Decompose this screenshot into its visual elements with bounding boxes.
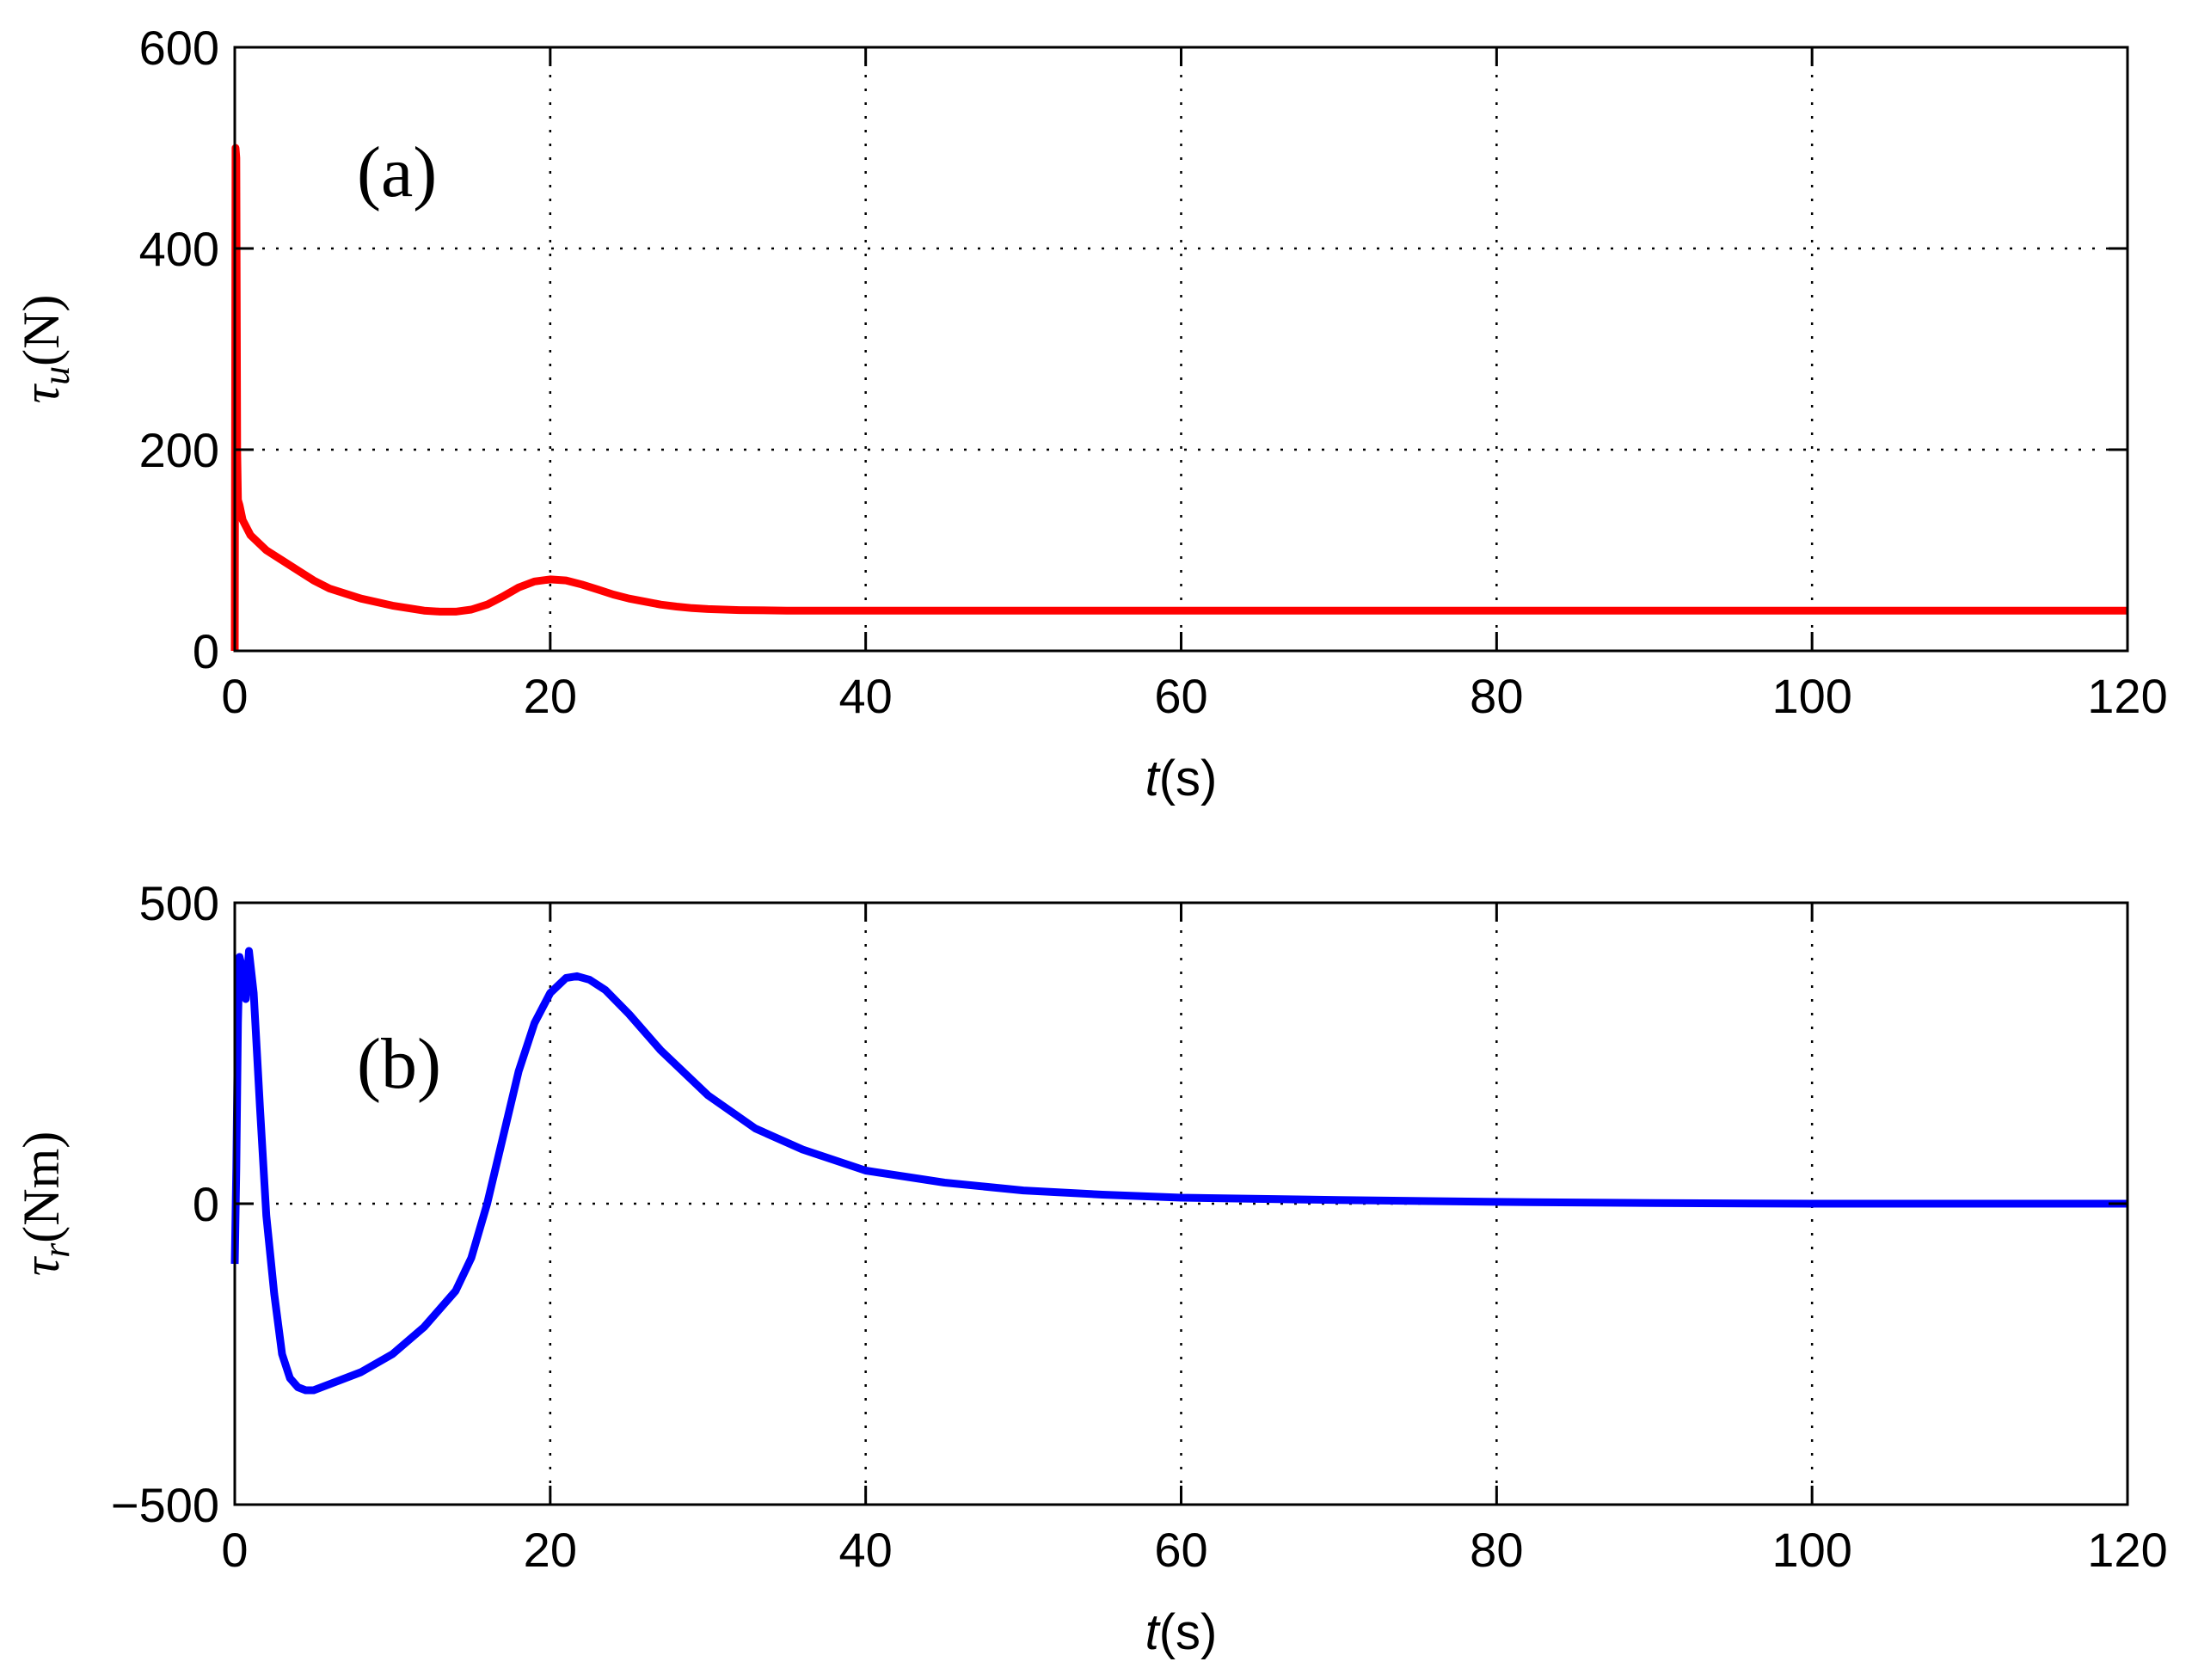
x-tick-label: 80 <box>1470 669 1523 723</box>
y-tick-label: 0 <box>193 1177 219 1231</box>
x-tick-label: 100 <box>1771 669 1851 723</box>
y-axis-label-subscript: r <box>35 1242 77 1258</box>
y-tick-label: 400 <box>139 222 219 276</box>
y-tick-label: 500 <box>139 876 219 930</box>
y-axis-label: τu(N) <box>13 295 77 404</box>
series-line <box>230 947 2128 1395</box>
x-tick-label: 60 <box>1154 1523 1207 1577</box>
panel-tag: (a) <box>357 132 437 212</box>
series-line <box>230 144 2128 652</box>
x-tick-label: 120 <box>2087 1523 2167 1577</box>
x-tick-label: 20 <box>524 1523 577 1577</box>
panel-tag: (b) <box>357 1024 441 1104</box>
y-tick-label: 600 <box>139 21 219 75</box>
x-tick-label: 60 <box>1154 669 1207 723</box>
x-axis-label-unit: (s) <box>1159 1604 1218 1660</box>
x-tick-label: 120 <box>2087 669 2167 723</box>
x-axis-label-var: t <box>1145 751 1162 806</box>
y-axis-label-symbol: τ <box>13 383 70 403</box>
x-tick-label: 80 <box>1470 1523 1523 1577</box>
y-tick-label: −500 <box>111 1478 219 1532</box>
panel-a: 0 20 40 60 80 100 120 0 200 400 600 t(s) τu(N) (a) <box>13 21 2168 806</box>
x-axis-label-var: t <box>1145 1604 1162 1660</box>
y-axis-label-subscript: u <box>35 366 77 385</box>
y-axis-label: τr(Nm) <box>13 1131 77 1277</box>
x-tick-label: 40 <box>839 669 893 723</box>
x-axis-label: t(s) <box>1145 751 1218 806</box>
x-axis-label-unit: (s) <box>1159 751 1218 806</box>
x-tick-label: 0 <box>221 1523 248 1577</box>
x-tick-label: 40 <box>839 1523 893 1577</box>
y-axis-label-unit: (N) <box>13 295 70 366</box>
x-axis-label: t(s) <box>1145 1604 1218 1660</box>
y-tick-label: 200 <box>139 423 219 477</box>
y-axis-label-symbol: τ <box>13 1255 70 1276</box>
x-tick-label: 0 <box>221 669 248 723</box>
y-tick-label: 0 <box>193 624 219 678</box>
plot-frame <box>233 46 2129 653</box>
x-tick-label: 100 <box>1771 1523 1851 1577</box>
x-tick-label: 20 <box>524 669 577 723</box>
y-axis-label-unit: (Nm) <box>13 1131 70 1243</box>
